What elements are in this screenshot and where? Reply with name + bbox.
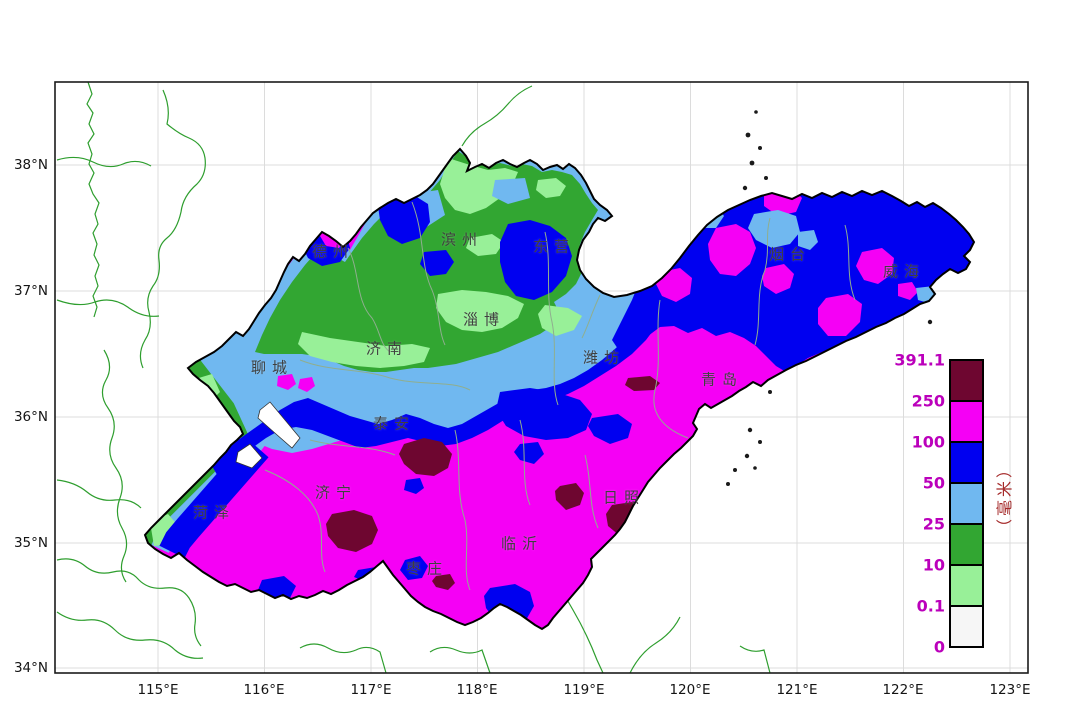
legend-swatch-100-250 xyxy=(950,401,983,442)
map-frame xyxy=(54,81,1029,674)
city-label-taian: 泰安 xyxy=(372,414,416,433)
province-outline xyxy=(143,147,976,631)
lon-tick-119e: 119°E xyxy=(563,682,605,698)
lat-tick-34n: 34°N xyxy=(13,660,48,676)
lon-tick-116e: 116°E xyxy=(243,682,285,698)
city-boundaries xyxy=(264,201,856,591)
neighbor-boundaries xyxy=(56,81,771,674)
lat-tick-37n: 37°N xyxy=(13,283,48,299)
city-label-binzhou: 滨州 xyxy=(440,230,484,249)
lat-tick-35n: 35°N xyxy=(13,535,48,551)
legend-value-250: 250 xyxy=(911,391,945,411)
legend-swatch-10-25 xyxy=(950,524,983,565)
city-label-jining: 济宁 xyxy=(314,483,358,502)
city-label-rizhao: 日照 xyxy=(602,488,646,507)
max-precip-cells xyxy=(326,376,762,590)
lon-tick-120e: 120°E xyxy=(669,682,711,698)
city-label-weifang: 潍坊 xyxy=(582,348,626,367)
legend-value-50: 50 xyxy=(922,473,945,493)
lon-tick-117e: 117°E xyxy=(350,682,392,698)
legend-swatch-0-01 xyxy=(950,606,983,647)
lon-tick-115e: 115°E xyxy=(137,682,179,698)
lon-tick-118e: 118°E xyxy=(456,682,498,698)
legend-swatch-250-391 xyxy=(950,360,983,401)
legend-value-0: 0 xyxy=(933,637,945,657)
city-label-liaocheng: 聊城 xyxy=(250,358,294,377)
legend-value-max: 391.1 xyxy=(894,350,945,370)
city-label-zibo: 淄博 xyxy=(462,310,506,329)
legend-value-100: 100 xyxy=(911,432,945,452)
legend-swatch-01-10 xyxy=(950,565,983,606)
lat-tick-36n: 36°N xyxy=(13,409,48,425)
legend-swatch-25-50 xyxy=(950,483,983,524)
legend-value-01: 0.1 xyxy=(916,596,945,616)
legend-value-10: 10 xyxy=(922,555,945,575)
city-label-dongying: 东营 xyxy=(532,237,576,256)
legend-swatch-50-100 xyxy=(950,442,983,483)
legend-frame xyxy=(949,359,984,648)
city-label-weihai: 威海 xyxy=(882,262,926,281)
city-label-jinan: 济南 xyxy=(365,339,409,358)
legend-unit-mm: （毫米） xyxy=(995,458,1014,536)
city-label-heze: 菏泽 xyxy=(192,503,236,522)
precip-contours xyxy=(145,149,974,629)
lon-tick-122e: 122°E xyxy=(882,682,924,698)
city-label-qingdao: 青岛 xyxy=(700,370,744,389)
city-label-dezhou: 德州 xyxy=(311,242,355,261)
islands xyxy=(726,110,933,486)
legend-value-25: 25 xyxy=(922,514,945,534)
city-label-linyi: 临沂 xyxy=(500,534,544,553)
city-label-zaozhuang: 枣庄 xyxy=(405,559,449,578)
lon-tick-123e: 123°E xyxy=(989,682,1031,698)
lon-tick-121e: 121°E xyxy=(776,682,818,698)
lake-areas xyxy=(235,401,301,469)
city-label-yantai: 烟台 xyxy=(768,245,812,264)
lat-tick-38n: 38°N xyxy=(13,157,48,173)
